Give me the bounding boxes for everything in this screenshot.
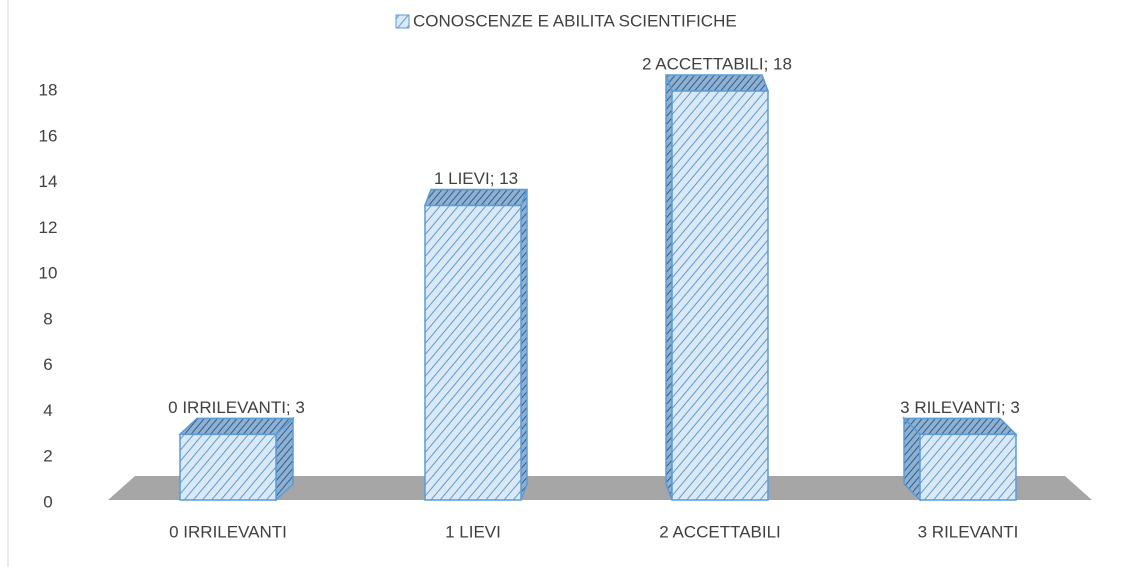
bar-front xyxy=(179,433,277,501)
y-tick-label: 6 xyxy=(43,355,52,374)
bar xyxy=(902,416,1018,502)
bar xyxy=(178,416,295,502)
y-tick-label: 8 xyxy=(43,309,52,328)
legend-label: CONOSCENZE E ABILITA SCIENTIFICHE xyxy=(413,11,737,30)
data-label: 2 ACCETTABILI; 18 xyxy=(642,54,792,73)
bar xyxy=(423,188,529,501)
bar-top xyxy=(178,417,295,436)
data-label: 3 RILEVANTI; 3 xyxy=(900,398,1020,417)
data-label: 0 IRRILEVANTI; 3 xyxy=(168,398,305,417)
y-tick-label: 4 xyxy=(43,401,52,420)
data-label: 1 LIEVI; 13 xyxy=(434,169,518,188)
y-tick-label: 14 xyxy=(39,172,58,191)
y-tick-label: 10 xyxy=(39,264,58,283)
y-tick-label: 16 xyxy=(39,126,58,145)
bar-side xyxy=(520,189,528,501)
x-tick-label: 2 ACCETTABILI xyxy=(659,522,781,541)
bar-side xyxy=(665,74,673,501)
x-tick-label: 3 RILEVANTI xyxy=(918,522,1019,541)
y-tick-label: 0 xyxy=(43,492,52,511)
bar-top xyxy=(902,417,1018,436)
floor xyxy=(108,476,1092,500)
y-tick-label: 18 xyxy=(39,80,58,99)
bar-top xyxy=(664,74,770,92)
bar xyxy=(664,74,770,501)
y-tick-label: 12 xyxy=(39,218,58,237)
legend-swatch xyxy=(395,14,410,29)
bar-top xyxy=(423,188,529,207)
bar-front xyxy=(424,204,522,501)
x-tick-label: 0 IRRILEVANTI xyxy=(169,522,287,541)
x-tick-label: 1 LIEVI xyxy=(445,522,501,541)
bar-front xyxy=(671,90,769,501)
y-tick-label: 2 xyxy=(43,447,52,466)
bar-front xyxy=(919,433,1017,501)
